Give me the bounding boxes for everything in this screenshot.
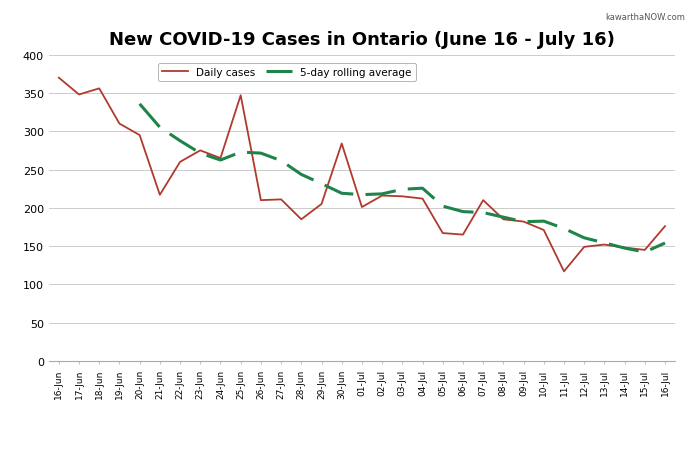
Daily cases [539, 228, 548, 233]
5-day rolling average [237, 150, 245, 156]
Daily cases [317, 202, 326, 207]
5-day rolling average [519, 219, 528, 225]
Daily cases [358, 205, 366, 210]
Daily cases [600, 242, 608, 248]
5-day rolling average [156, 125, 164, 131]
5-day rolling average [640, 250, 649, 255]
Daily cases [398, 194, 406, 200]
5-day rolling average [297, 172, 306, 178]
Daily cases [277, 197, 285, 203]
Daily cases [196, 148, 205, 154]
5-day rolling average [438, 204, 447, 209]
Line: 5-day rolling average: 5-day rolling average [140, 105, 665, 252]
Daily cases [216, 156, 225, 162]
5-day rolling average [378, 192, 386, 197]
5-day rolling average [600, 241, 608, 246]
Line: Daily cases: Daily cases [59, 78, 665, 272]
Daily cases [438, 231, 447, 236]
Daily cases [560, 269, 568, 275]
5-day rolling average [620, 246, 628, 251]
5-day rolling average [459, 209, 467, 215]
5-day rolling average [499, 215, 507, 220]
5-day rolling average [196, 151, 205, 156]
Daily cases [580, 244, 588, 250]
5-day rolling average [176, 138, 184, 144]
5-day rolling average [317, 181, 326, 187]
Daily cases [257, 198, 265, 204]
5-day rolling average [358, 193, 366, 198]
5-day rolling average [560, 226, 568, 232]
5-day rolling average [216, 158, 225, 163]
5-day rolling average [539, 219, 548, 225]
Daily cases [136, 133, 144, 138]
5-day rolling average [338, 191, 346, 197]
Daily cases [237, 93, 245, 99]
5-day rolling average [257, 151, 265, 156]
Daily cases [519, 219, 528, 225]
Daily cases [75, 93, 84, 98]
Text: kawarthaNOW.com: kawarthaNOW.com [606, 13, 686, 22]
Daily cases [499, 217, 507, 223]
Daily cases [55, 75, 63, 81]
5-day rolling average [580, 236, 588, 241]
Daily cases [640, 248, 649, 253]
Daily cases [378, 194, 386, 199]
Daily cases [661, 224, 669, 230]
5-day rolling average [398, 187, 406, 193]
Daily cases [297, 217, 306, 223]
Title: New COVID-19 Cases in Ontario (June 16 - July 16): New COVID-19 Cases in Ontario (June 16 -… [109, 31, 615, 49]
5-day rolling average [479, 210, 487, 216]
Daily cases [479, 198, 487, 204]
5-day rolling average [277, 158, 285, 164]
Daily cases [95, 87, 104, 92]
Daily cases [418, 196, 427, 202]
5-day rolling average [418, 186, 427, 192]
Daily cases [459, 232, 467, 238]
Daily cases [338, 141, 346, 147]
Daily cases [116, 121, 124, 127]
Daily cases [176, 160, 184, 165]
5-day rolling average [136, 102, 144, 107]
Legend: Daily cases, 5-day rolling average: Daily cases, 5-day rolling average [158, 64, 416, 82]
Daily cases [620, 245, 628, 251]
Daily cases [156, 193, 164, 198]
5-day rolling average [661, 241, 669, 246]
